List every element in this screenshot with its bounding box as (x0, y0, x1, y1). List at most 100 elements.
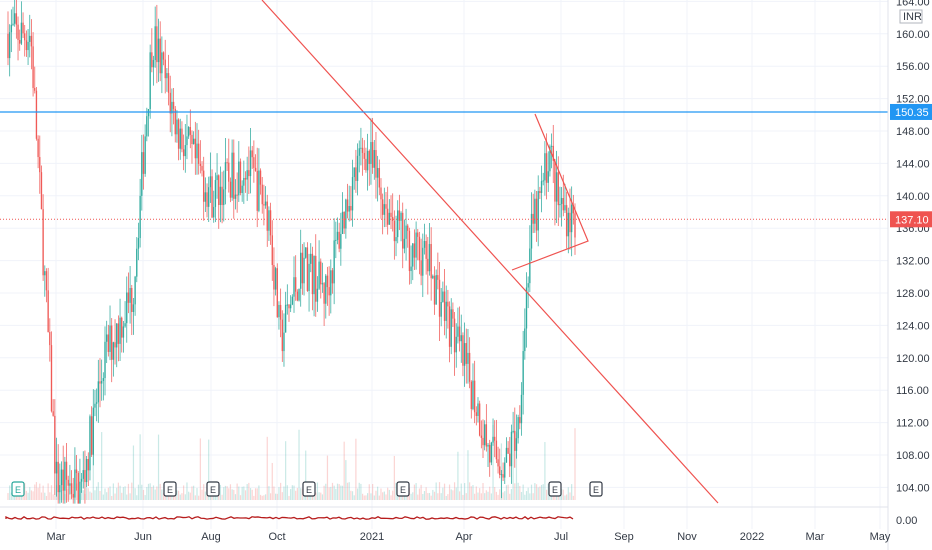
candle-body (177, 119, 180, 149)
volume-bar (445, 495, 447, 500)
volume-bar (316, 482, 319, 500)
price-tag-bg (890, 211, 932, 228)
candle-body (353, 167, 355, 178)
volume-bar (440, 493, 442, 500)
volume-bar (564, 495, 566, 500)
candle-body (84, 470, 86, 483)
volume-bar (505, 485, 508, 500)
volume-bar (259, 494, 262, 500)
time-tick-label: 2021 (360, 531, 384, 543)
candle-body (363, 152, 365, 159)
candle-body (462, 335, 464, 366)
volume-bar (315, 492, 317, 500)
candle-body (110, 325, 113, 360)
volume-bar (494, 487, 496, 500)
volume-bar (358, 482, 360, 500)
price-tick-label: 128.00 (896, 288, 930, 300)
candle-body (380, 187, 382, 200)
candle-body (12, 23, 14, 25)
candle-body (44, 271, 46, 276)
volume-bar (447, 494, 449, 500)
price-tick-label: 140.00 (896, 191, 930, 203)
candle-body (393, 220, 396, 242)
volume-bar (507, 484, 509, 500)
candle-body (258, 170, 260, 211)
volume-bar (24, 483, 26, 500)
candle-body (144, 136, 146, 174)
candle-body (540, 181, 543, 194)
candle-body (283, 332, 285, 352)
volume-bar (534, 483, 536, 500)
candle-body (196, 143, 198, 159)
volume-bar (10, 492, 12, 500)
volume-bar (47, 483, 49, 500)
candle-body (445, 301, 447, 321)
volume-bar (469, 482, 471, 500)
candle-body (251, 150, 253, 158)
volume-bar (134, 488, 136, 500)
candle-body (45, 271, 48, 291)
volume-bar (515, 432, 518, 500)
candle-body (149, 52, 151, 109)
candle-body (412, 243, 414, 267)
candle-body (94, 403, 96, 408)
candle-body (249, 150, 252, 177)
candle-body (525, 287, 528, 329)
candle-body (65, 461, 68, 480)
volume-bar (490, 493, 492, 500)
volume-bar (273, 486, 275, 500)
triangle-drawing (511, 113, 589, 271)
candle-body (131, 288, 133, 313)
candle-body (400, 212, 402, 221)
candle-body (381, 199, 384, 215)
candle-body (323, 283, 325, 304)
volume-bar (186, 482, 188, 500)
candle-body (206, 192, 208, 207)
candle-body (472, 380, 474, 410)
candle-body (35, 90, 38, 139)
candle-body (343, 211, 345, 229)
volume-bar (281, 492, 283, 500)
candle-body (191, 134, 193, 145)
candle-body (415, 232, 417, 258)
volume-bar (375, 490, 377, 500)
candle-body (141, 152, 143, 196)
volume-bar (415, 483, 417, 500)
candle-body (443, 291, 446, 321)
candle-body (69, 483, 71, 486)
earnings-badge-label: E (552, 485, 558, 495)
volume-bar (219, 484, 222, 500)
candle-body (55, 461, 58, 474)
earnings-badge (206, 481, 220, 497)
volume-bar (368, 484, 370, 500)
candle-body (107, 334, 110, 352)
volume-bar (360, 483, 362, 500)
candle-body (187, 127, 190, 137)
candle-body (17, 24, 19, 41)
earnings-badge (163, 481, 177, 497)
earnings-badge-label: E (167, 485, 173, 495)
volume-bar (417, 494, 419, 500)
candle-body (281, 319, 284, 352)
volume-bar (450, 489, 452, 500)
candle-body (102, 378, 105, 382)
volume-bar (226, 486, 228, 500)
candle-body (341, 211, 344, 235)
volume-bar (159, 483, 161, 500)
volume-bar (472, 485, 474, 500)
candle-body (320, 261, 322, 285)
candle-body (67, 479, 69, 486)
price-tick-label: 108.00 (896, 450, 930, 462)
candle-body (197, 143, 200, 164)
candle-body (92, 407, 95, 455)
price-tick-label: 148.00 (896, 126, 930, 138)
volume-bar (275, 493, 277, 500)
volume-bar (382, 492, 384, 500)
volume-bar (325, 483, 327, 500)
volume-bar (512, 430, 514, 500)
candle-body (355, 167, 357, 181)
candle-body (410, 266, 412, 272)
candle-body (79, 481, 81, 504)
volume-bar (32, 491, 34, 500)
